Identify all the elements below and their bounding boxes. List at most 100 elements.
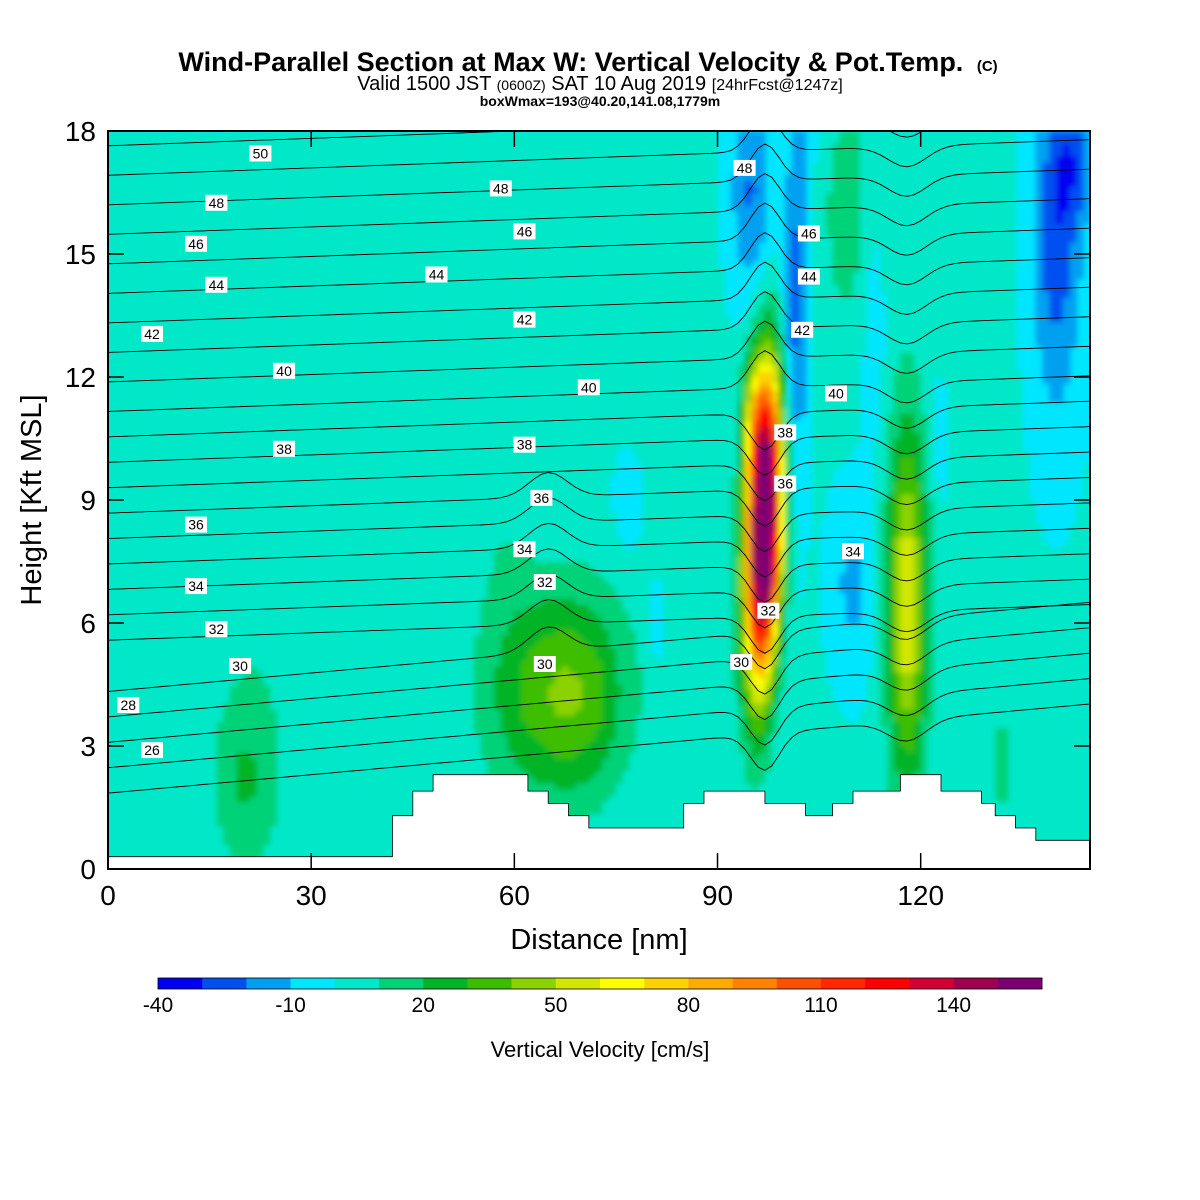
velocity-cell: [636, 789, 643, 796]
velocity-cell: [149, 715, 156, 722]
velocity-cell: [115, 838, 122, 845]
velocity-cell: [690, 746, 697, 753]
velocity-cell: [650, 709, 657, 716]
velocity-cell: [514, 703, 521, 710]
velocity-cell: [799, 660, 806, 667]
velocity-cell: [792, 709, 799, 716]
velocity-cell: [386, 746, 393, 753]
velocity-cell: [257, 666, 264, 673]
velocity-cell: [1002, 801, 1009, 808]
velocity-cell: [812, 764, 819, 771]
velocity-cell: [1076, 660, 1083, 667]
velocity-cell: [311, 801, 318, 808]
velocity-cell: [1043, 758, 1050, 765]
velocity-cell: [826, 691, 833, 698]
velocity-cell: [609, 672, 616, 679]
velocity-cell: [474, 678, 481, 685]
velocity-cell: [1070, 734, 1077, 741]
velocity-cell: [298, 685, 305, 692]
velocity-cell: [508, 654, 515, 661]
velocity-cell: [216, 851, 223, 858]
velocity-cell: [961, 660, 968, 667]
velocity-cell: [569, 740, 576, 747]
velocity-cell: [718, 746, 725, 753]
velocity-cell: [277, 709, 284, 716]
velocity-cell: [142, 832, 149, 839]
velocity-cell: [758, 715, 765, 722]
velocity-cell: [345, 777, 352, 784]
velocity-cell: [799, 734, 806, 741]
velocity-cell: [331, 666, 338, 673]
velocity-cell: [318, 654, 325, 661]
velocity-cell: [1043, 826, 1050, 833]
velocity-cell: [460, 715, 467, 722]
velocity-cell: [413, 715, 420, 722]
velocity-cell: [420, 764, 427, 771]
velocity-cell: [359, 685, 366, 692]
velocity-cell: [907, 715, 914, 722]
velocity-cell: [243, 764, 250, 771]
velocity-cell: [1056, 801, 1063, 808]
velocity-cell: [880, 764, 887, 771]
velocity-cell: [331, 844, 338, 851]
velocity-cell: [819, 764, 826, 771]
velocity-cell: [250, 709, 257, 716]
velocity-cell: [433, 721, 440, 728]
velocity-cell: [657, 801, 664, 808]
velocity-cell: [738, 758, 745, 765]
velocity-cell: [948, 734, 955, 741]
velocity-cell: [792, 660, 799, 667]
velocity-cell: [541, 746, 548, 753]
velocity-cell: [352, 814, 359, 821]
velocity-cell: [501, 746, 508, 753]
subtitle-box: boxWmax=193@40.20,141.08,1779m: [480, 93, 721, 109]
velocity-cell: [894, 715, 901, 722]
velocity-cell: [162, 826, 169, 833]
velocity-cell: [1036, 758, 1043, 765]
velocity-cell: [1063, 740, 1070, 747]
velocity-cell: [345, 685, 352, 692]
velocity-cell: [602, 709, 609, 716]
velocity-cell: [325, 728, 332, 735]
velocity-cell: [257, 758, 264, 765]
velocity-cell: [345, 844, 352, 851]
velocity-cell: [616, 820, 623, 827]
velocity-cell: [399, 654, 406, 661]
velocity-cell: [494, 660, 501, 667]
velocity-cell: [724, 697, 731, 704]
velocity-cell: [609, 777, 616, 784]
velocity-cell: [420, 678, 427, 685]
velocity-cell: [352, 844, 359, 851]
velocity-cell: [365, 832, 372, 839]
velocity-cell: [894, 678, 901, 685]
velocity-cell: [718, 777, 725, 784]
velocity-cell: [420, 709, 427, 716]
velocity-cell: [602, 789, 609, 796]
velocity-cell: [372, 685, 379, 692]
velocity-cell: [968, 678, 975, 685]
velocity-cell: [189, 808, 196, 815]
velocity-cell: [562, 715, 569, 722]
velocity-cell: [596, 814, 603, 821]
velocity-cell: [311, 764, 318, 771]
title-copyright: (C): [977, 58, 998, 75]
velocity-cell: [596, 746, 603, 753]
velocity-cell: [122, 851, 129, 858]
velocity-cell: [629, 801, 636, 808]
velocity-cell: [596, 758, 603, 765]
velocity-cell: [372, 844, 379, 851]
velocity-cell: [237, 746, 244, 753]
velocity-cell: [1063, 685, 1070, 692]
velocity-cell: [643, 771, 650, 778]
velocity-cell: [149, 808, 156, 815]
velocity-cell: [243, 728, 250, 735]
velocity-cell: [1076, 691, 1083, 698]
velocity-cell: [311, 838, 318, 845]
velocity-cell: [189, 654, 196, 661]
velocity-cell: [1049, 764, 1056, 771]
velocity-cell: [982, 740, 989, 747]
velocity-cell: [873, 721, 880, 728]
velocity-cell: [975, 672, 982, 679]
velocity-cell: [298, 734, 305, 741]
velocity-cell: [135, 795, 142, 802]
